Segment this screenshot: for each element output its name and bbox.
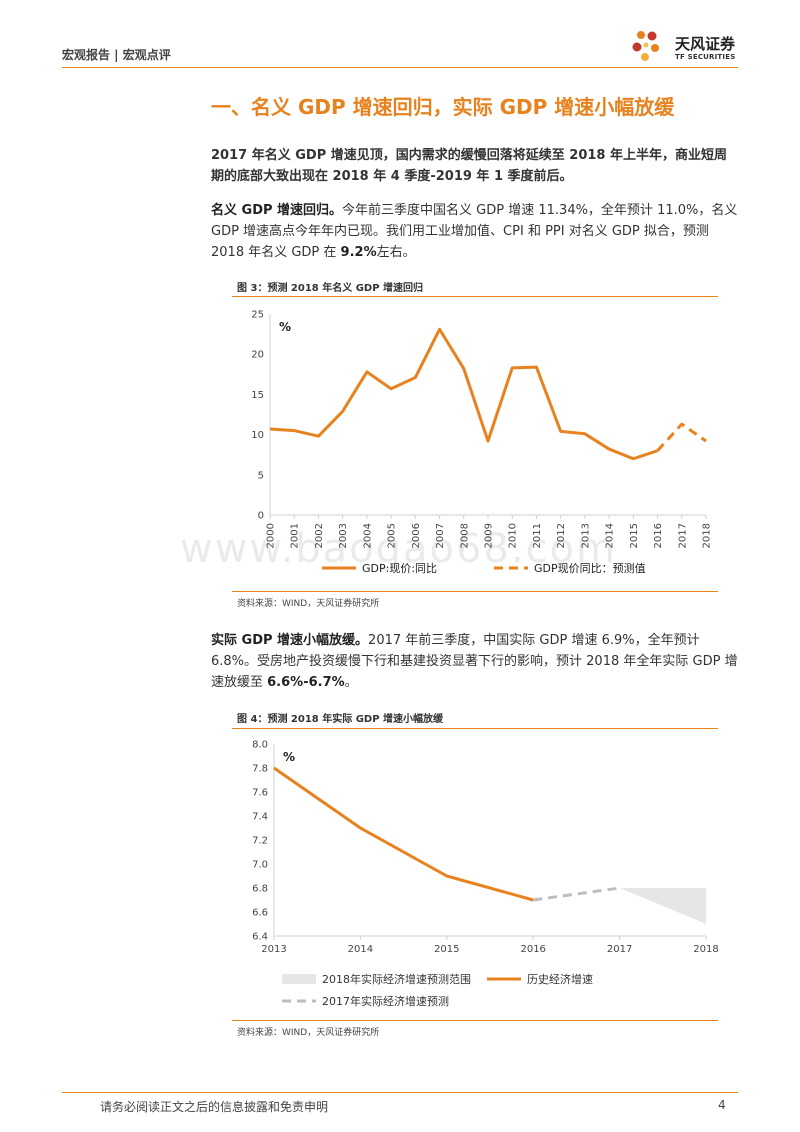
summary-paragraph: 2017 年名义 GDP 增速见顶，国内需求的缓慢回落将延续至 2018 年上半… [211, 148, 727, 184]
y-tick-label: 20 [251, 350, 264, 361]
section-title: 一、名义 GDP 增速回归，实际 GDP 增速小幅放缓 [211, 95, 675, 119]
y-tick-label: 7.4 [252, 812, 268, 823]
x-tick-label: 2015 [434, 944, 459, 955]
figure-3-title: 图 3：预测 2018 年名义 GDP 增速回归 [237, 283, 424, 294]
figure-4-source: 资料来源：WIND，天风证券研究所 [237, 1028, 380, 1038]
paragraph-lead: 实际 GDP 增速小幅放缓。 [211, 633, 369, 648]
figure-divider [232, 296, 718, 297]
legend-swatch [282, 974, 316, 984]
y-tick-label: 7.0 [252, 860, 268, 871]
history-line [269, 327, 659, 461]
logo-name-cn: 天风证券 [675, 35, 736, 53]
y-tick-label: 5 [258, 470, 264, 481]
paragraph-tail: 。 [344, 675, 358, 690]
y-tick-label: 7.6 [252, 788, 268, 799]
x-tick-label: 2013 [580, 523, 591, 548]
watermark: www.baogao68.com [180, 526, 617, 572]
paragraph-tail: 左右。 [376, 245, 416, 260]
x-tick-label: 2007 [435, 523, 446, 548]
logo-name-en: TF SECURITIES [675, 53, 736, 61]
x-tick-label: 2016 [653, 523, 664, 548]
footer-divider [62, 1092, 738, 1093]
y-tick-label: 10 [251, 430, 264, 441]
logo-petal [651, 44, 659, 52]
x-tick-label: 2005 [387, 523, 398, 548]
x-tick-label: 2008 [459, 523, 470, 548]
unit-label: % [279, 320, 291, 334]
paragraph-body: 2017 年前三季度，中国实际 GDP 增速 6.9%，全年预计 6.8%。受房… [211, 633, 738, 690]
y-tick-label: 6.8 [252, 884, 268, 895]
x-tick-label: 2004 [362, 523, 373, 548]
x-tick-label: 2016 [520, 944, 545, 955]
x-tick-label: 2011 [532, 523, 543, 548]
forecast-line [656, 422, 707, 452]
x-tick-label: 2000 [266, 523, 277, 548]
report-category: 宏观报告 | 宏观点评 [62, 48, 171, 62]
x-tick-label: 2009 [484, 523, 495, 548]
y-tick-label: 7.2 [252, 836, 268, 847]
y-tick-label: 6.6 [252, 908, 268, 919]
x-tick-label: 2014 [605, 523, 616, 548]
logo-petal [632, 42, 642, 52]
unit-label: % [283, 750, 295, 764]
x-tick-label: 2006 [411, 523, 422, 548]
tf-securities-logo [632, 31, 659, 61]
figure-3-source: 资料来源：WIND，天风证券研究所 [237, 599, 380, 609]
history-line [273, 766, 534, 902]
page-number: 4 [718, 1098, 726, 1112]
x-tick-label: 2010 [508, 523, 519, 548]
logo-petal [643, 42, 649, 48]
footer-disclaimer: 请务必阅读正文之后的信息披露和免责申明 [100, 1100, 329, 1114]
nominal-gdp-chart: 0 5 10 15 20 25 2000 2001 2002 2003 2004 2005 2006 20… [251, 310, 713, 576]
paragraph-lead: 名义 GDP 增速回归。 [211, 203, 343, 218]
x-tick-label: 2015 [629, 523, 640, 548]
x-tick-label: 2003 [338, 523, 349, 548]
real-gdp-chart: 6.4 6.6 6.8 7.0 7.2 7.4 7.6 7.8 8.0 2013 2014 2015 2… [252, 740, 718, 1009]
legend-label: 历史经济增速 [527, 972, 593, 986]
y-tick-label: 15 [251, 390, 264, 401]
forecast-range-area [619, 888, 706, 924]
forecast-value: 6.6%-6.7% [267, 675, 345, 690]
figure-divider [232, 1020, 718, 1021]
y-tick-label: 7.8 [252, 764, 268, 775]
x-tick-label: 2017 [677, 523, 688, 548]
x-tick-label: 2013 [261, 944, 286, 955]
logo-petal [647, 31, 657, 41]
real-gdp-paragraph: 实际 GDP 增速小幅放缓。2017 年前三季度，中国实际 GDP 增速 6.9… [211, 630, 738, 693]
figure-divider [232, 728, 718, 729]
legend-label: 2017年实际经济增速预测 [322, 994, 449, 1008]
logo-petal [641, 53, 649, 61]
nominal-gdp-paragraph: 名义 GDP 增速回归。今年前三季度中国名义 GDP 增速 11.34%，全年预… [211, 200, 738, 263]
forecast-value: 9.2% [340, 245, 377, 260]
logo-petal [637, 31, 645, 39]
y-tick-label: 8.0 [252, 740, 268, 751]
y-tick-label: 0 [258, 511, 264, 522]
figure-4-title: 图 4：预测 2018 年实际 GDP 增速小幅放缓 [237, 714, 444, 725]
x-tick-label: 2012 [556, 523, 567, 548]
y-tick-label: 25 [251, 310, 264, 321]
legend-label: GDP现价同比：预测值 [534, 562, 646, 575]
header-divider [62, 67, 738, 68]
x-tick-label: 2017 [607, 944, 632, 955]
figure-divider [232, 591, 718, 592]
y-tick-label: 6.4 [252, 932, 268, 943]
x-tick-label: 2014 [348, 944, 373, 955]
x-tick-label: 2001 [290, 523, 301, 548]
forecast-line [532, 886, 620, 902]
x-tick-label: 2018 [693, 944, 718, 955]
x-tick-label: 2018 [702, 523, 713, 548]
legend-label: 2018年实际经济增速预测范围 [322, 972, 471, 986]
paragraph-body: 今年前三季度中国名义 GDP 增速 11.34%，全年预计 11.0%，名义 G… [211, 203, 738, 260]
legend-label: GDP:现价:同比 [362, 562, 437, 575]
x-tick-label: 2002 [314, 523, 325, 548]
